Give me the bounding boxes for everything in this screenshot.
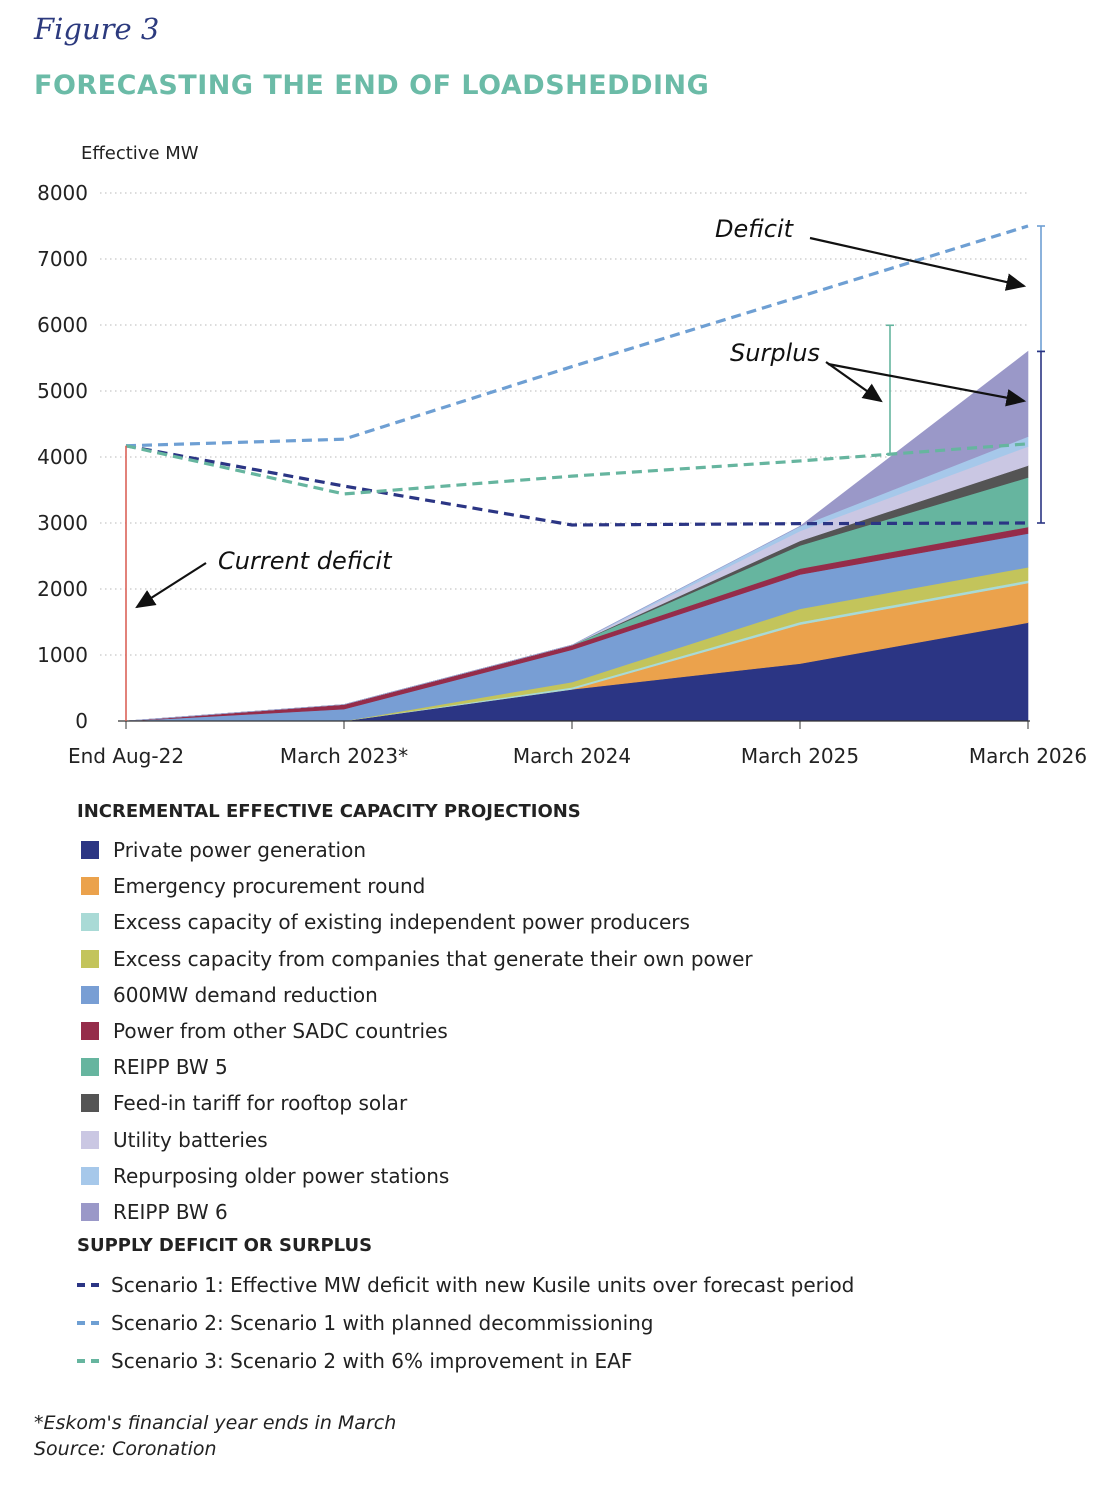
- legend-item: REIPP BW 6: [77, 1194, 1077, 1230]
- legend-item: Repurposing older power stations: [77, 1158, 1077, 1194]
- surplus-arrow-2: [827, 362, 1027, 407]
- legend-item: Excess capacity from companies that gene…: [77, 941, 1077, 977]
- figure-label: Figure 3: [34, 12, 160, 46]
- current-deficit-arrow: [135, 562, 207, 609]
- surplus-label: Surplus: [730, 339, 820, 367]
- deficit-label: Deficit: [715, 215, 795, 243]
- legend-swatch: [81, 949, 99, 968]
- surplus-arrow-1: [825, 361, 883, 403]
- legend-swatch: [81, 1058, 99, 1077]
- legend-item: REIPP BW 5: [77, 1049, 1077, 1085]
- legend-item: Utility batteries: [77, 1122, 1077, 1158]
- legend-label: Utility batteries: [113, 1127, 268, 1152]
- legend-item: Feed-in tariff for rooftop solar: [77, 1085, 1077, 1121]
- y-tick-label: 1000: [37, 643, 88, 667]
- legend-swatch: [81, 877, 99, 896]
- legend-item: Emergency procurement round: [77, 868, 1077, 904]
- legend-item: Excess capacity of existing independent …: [77, 904, 1077, 940]
- legend-dash: [77, 1283, 99, 1288]
- legend-line-label: Scenario 3: Scenario 2 with 6% improveme…: [111, 1349, 633, 1374]
- legend-swatch: [81, 1130, 99, 1149]
- legend-label: Private power generation: [113, 838, 367, 863]
- chart-title: FORECASTING THE END OF LOADSHEDDING: [34, 70, 710, 101]
- scenario-line-2: [125, 224, 1029, 448]
- footnotes: *Eskom's financial year ends in March So…: [34, 1410, 396, 1462]
- scenario-line-1: [125, 444, 1029, 527]
- legend-swatch: [81, 1166, 99, 1185]
- legend: INCREMENTAL EFFECTIVE CAPACITY PROJECTIO…: [77, 800, 1077, 1380]
- legend-dash: [77, 1359, 99, 1364]
- legend-area-list: Private power generation Emergency procur…: [77, 832, 1077, 1230]
- current-deficit-label: Current deficit: [218, 547, 393, 575]
- legend-line-item: Scenario 3: Scenario 2 with 6% improveme…: [77, 1342, 1077, 1380]
- scenario-line-3: [125, 442, 1029, 496]
- y-tick-label: 6000: [37, 313, 88, 337]
- legend-label: Repurposing older power stations: [113, 1163, 450, 1188]
- legend-dash: [77, 1321, 99, 1326]
- y-tick-label: 4000: [37, 445, 88, 469]
- y-tick-label: 0: [75, 709, 88, 733]
- legend-heading-capacity: INCREMENTAL EFFECTIVE CAPACITY PROJECTIO…: [77, 801, 581, 822]
- x-tick-label: March 2025: [741, 744, 859, 768]
- y-axis-label: Effective MW: [81, 143, 199, 164]
- stacked-area-chart: Effective MW 0 1000 2000 3000 4000 5000 6000 700…: [37, 143, 1087, 768]
- legend-label: 600MW demand reduction: [113, 982, 378, 1007]
- source-note: Source: Coronation: [34, 1438, 217, 1460]
- legend-label: Emergency procurement round: [113, 874, 426, 899]
- fiscal-year-note: *Eskom's financial year ends in March: [34, 1412, 397, 1434]
- legend-line-label: Scenario 2: Scenario 1 with planned deco…: [111, 1311, 654, 1336]
- y-tick-label: 7000: [37, 247, 88, 271]
- legend-line-item: Scenario 1: Effective MW deficit with ne…: [77, 1266, 1077, 1304]
- x-tick-label: March 2023*: [280, 744, 408, 768]
- legend-swatch: [81, 1202, 99, 1221]
- legend-swatch: [81, 913, 99, 932]
- legend-label: Feed-in tariff for rooftop solar: [113, 1091, 408, 1116]
- y-tick-label: 3000: [37, 511, 88, 535]
- legend-item: 600MW demand reduction: [77, 977, 1077, 1013]
- legend-heading-supply: SUPPLY DEFICIT OR SURPLUS: [77, 1235, 373, 1257]
- legend-line-label: Scenario 1: Effective MW deficit with ne…: [111, 1273, 855, 1298]
- legend-label: Excess capacity from companies that gene…: [113, 946, 753, 971]
- area-series-11: [125, 350, 1029, 722]
- x-tick-label: March 2026: [969, 744, 1087, 768]
- x-tick-label: End Aug-22: [68, 744, 184, 768]
- y-tick-label: 5000: [37, 379, 88, 403]
- legend-item: Private power generation: [77, 832, 1077, 868]
- y-tick-label: 8000: [37, 181, 88, 205]
- legend-swatch: [81, 1094, 99, 1113]
- legend-label: Excess capacity of existing independent …: [113, 910, 690, 935]
- y-tick-label: 2000: [37, 577, 88, 601]
- legend-swatch: [81, 841, 99, 860]
- legend-item: Power from other SADC countries: [77, 1013, 1077, 1049]
- legend-line-item: Scenario 2: Scenario 1 with planned deco…: [77, 1304, 1077, 1342]
- deficit-arrow: [809, 236, 1027, 291]
- legend-swatch: [81, 985, 99, 1004]
- x-tick-label: March 2024: [513, 744, 631, 768]
- legend-label: REIPP BW 6: [113, 1199, 228, 1224]
- legend-line-list: Scenario 1: Effective MW deficit with ne…: [77, 1266, 1077, 1380]
- legend-label: REIPP BW 5: [113, 1055, 228, 1080]
- legend-swatch: [81, 1022, 99, 1041]
- legend-label: Power from other SADC countries: [113, 1019, 448, 1044]
